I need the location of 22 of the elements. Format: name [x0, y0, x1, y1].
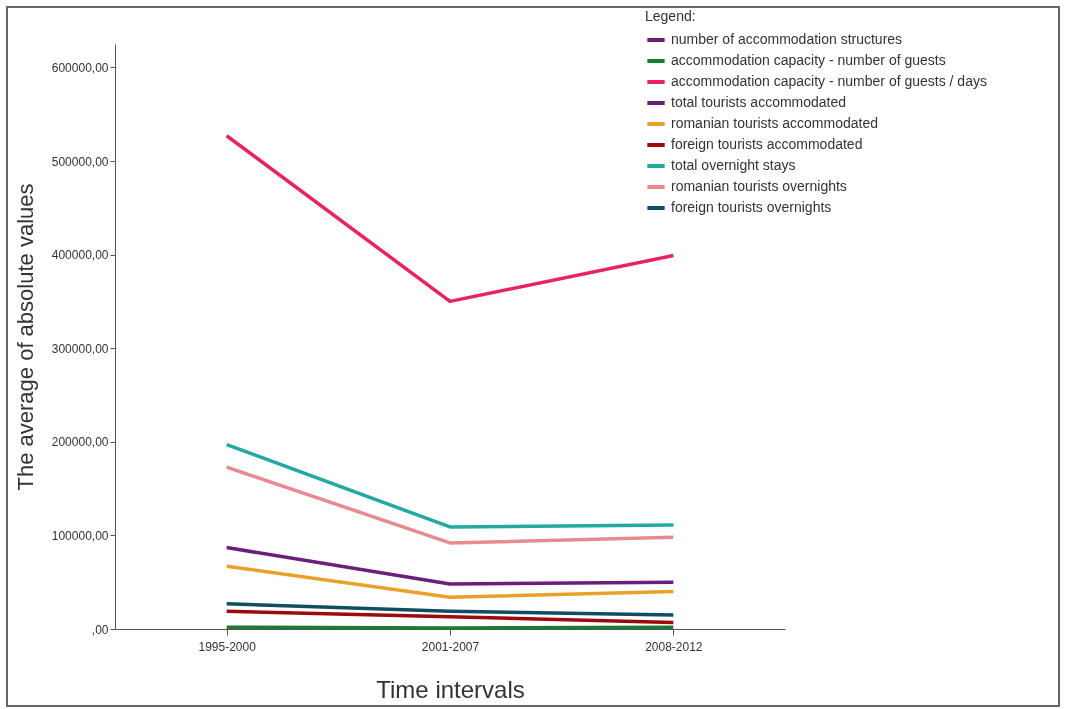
y-tick-label: 500000,00 — [51, 154, 109, 169]
legend-label: accommodation capacity - number of guests — [671, 52, 946, 68]
legend-label: romanian tourists overnights — [671, 178, 847, 194]
y-tick-label: 400000,00 — [51, 248, 109, 263]
x-tick-label: 1995-2000 — [198, 639, 257, 654]
y-axis-title: The average of absolute values — [12, 183, 38, 491]
y-tick-label: 600000,00 — [51, 60, 109, 75]
legend-label: foreign tourists accommodated — [671, 136, 863, 152]
x-tick-label: 2008-2012 — [645, 639, 703, 654]
y-tick-label: ,00 — [91, 622, 109, 637]
legend-label: number of accommodation structures — [671, 31, 903, 47]
x-axis-title: Time intervals — [376, 675, 525, 703]
legend-title: Legend: — [645, 8, 696, 24]
y-tick-label: 100000,00 — [51, 528, 109, 543]
y-tick-label: 300000,00 — [51, 341, 109, 356]
x-tick-label: 2001-2007 — [421, 639, 480, 654]
legend-label: romanian tourists accommodated — [671, 115, 878, 131]
legend-label: total tourists accommodated — [671, 94, 847, 110]
y-tick-label: 200000,00 — [51, 435, 109, 450]
legend-label: total overnight stays — [671, 157, 796, 173]
legend-label: accommodation capacity - number of guests / days — [671, 73, 987, 89]
legend-label: foreign tourists overnights — [671, 199, 832, 215]
